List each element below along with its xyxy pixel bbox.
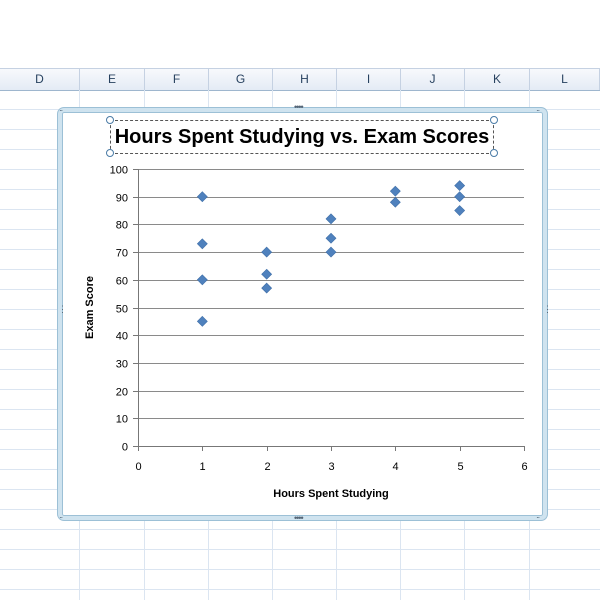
column-header-i[interactable]: I	[337, 69, 401, 90]
y-tick-label: 80	[116, 220, 128, 232]
x-tick-label: 2	[264, 461, 270, 473]
y-tick-label: 100	[110, 165, 128, 177]
data-point[interactable]	[389, 185, 401, 197]
y-tick-label: 20	[116, 387, 128, 399]
x-tick-label: 0	[135, 461, 141, 473]
chart-resize-handle-top[interactable]: ••••	[294, 102, 304, 112]
chart-resize-handle-top-right[interactable]: ∙∙	[536, 105, 540, 115]
y-tick-label: 30	[116, 359, 128, 371]
chart-title-box[interactable]: Hours Spent Studying vs. Exam Scores	[110, 120, 494, 154]
chart-title[interactable]: Hours Spent Studying vs. Exam Scores	[114, 125, 490, 148]
data-point[interactable]	[261, 268, 273, 280]
data-point[interactable]	[196, 191, 208, 203]
y-axis-title[interactable]: Exam Score	[84, 276, 96, 339]
y-tick-label: 50	[116, 304, 128, 316]
x-axis-title[interactable]: Hours Spent Studying	[273, 488, 389, 500]
y-tick-label: 90	[116, 193, 128, 205]
y-tick-label: 10	[116, 414, 128, 426]
data-point[interactable]	[454, 191, 466, 203]
column-header-d[interactable]: D	[0, 69, 80, 90]
data-point[interactable]	[325, 213, 337, 225]
column-header-k[interactable]: K	[465, 69, 530, 90]
y-tick-label: 60	[116, 276, 128, 288]
title-selection-handle[interactable]	[490, 149, 498, 157]
data-point[interactable]	[454, 180, 466, 192]
column-header-e[interactable]: E	[80, 69, 145, 90]
chart-resize-handle-bottom-left[interactable]: ∙∙	[59, 512, 63, 522]
x-tick-label: 5	[457, 461, 463, 473]
column-header-j[interactable]: J	[401, 69, 465, 90]
title-selection-handle[interactable]	[106, 116, 114, 124]
column-header-h[interactable]: H	[273, 69, 337, 90]
y-tick-label: 70	[116, 248, 128, 260]
y-tick-label: 0	[122, 442, 128, 454]
data-point[interactable]	[389, 196, 401, 208]
data-point[interactable]	[454, 205, 466, 216]
x-tick-label: 3	[328, 461, 334, 473]
data-point[interactable]	[325, 232, 337, 244]
data-point[interactable]	[196, 238, 208, 250]
data-point[interactable]	[261, 282, 273, 294]
chart-resize-handle-bottom-right[interactable]: ∙∙	[536, 512, 540, 522]
data-point[interactable]	[196, 274, 208, 286]
chart-resize-handle-top-left[interactable]: ∙∙	[59, 105, 63, 115]
data-point[interactable]	[325, 246, 337, 258]
chart-resize-handle-bottom[interactable]: ••••	[294, 513, 304, 523]
data-point[interactable]	[261, 246, 273, 258]
column-header-f[interactable]: F	[145, 69, 209, 90]
column-header-g[interactable]: G	[209, 69, 273, 90]
y-tick-label: 40	[116, 331, 128, 343]
title-selection-handle[interactable]	[490, 116, 498, 124]
chart-area[interactable]	[58, 108, 547, 520]
x-tick-label: 6	[521, 461, 527, 473]
title-selection-handle[interactable]	[106, 149, 114, 157]
x-tick-label: 1	[199, 461, 205, 473]
x-tick-label: 4	[392, 461, 398, 473]
data-point[interactable]	[196, 315, 208, 327]
